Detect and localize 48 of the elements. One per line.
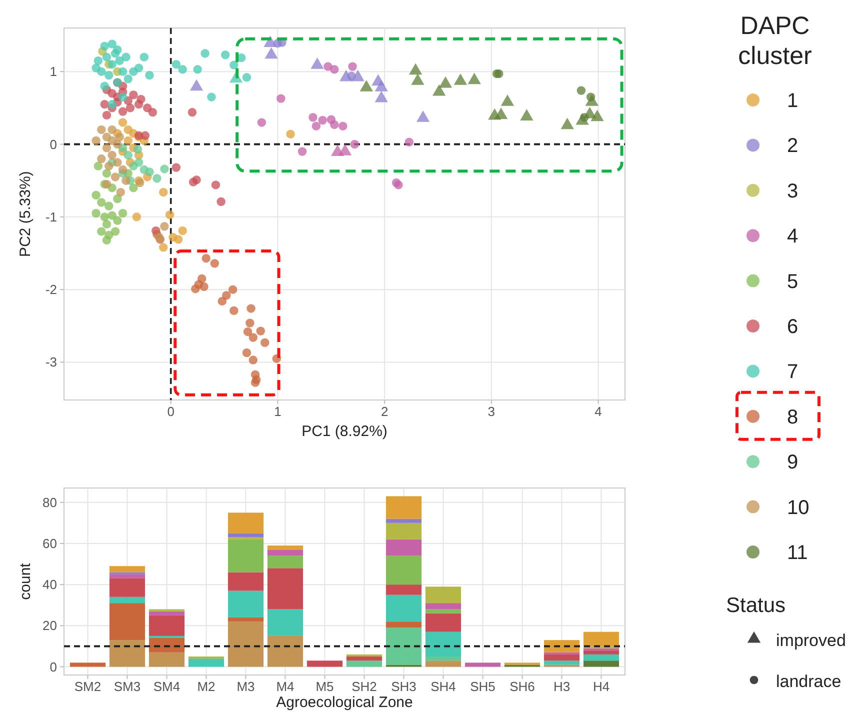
- y-tick-label: -2: [45, 282, 57, 298]
- legend-label: 2: [787, 135, 798, 158]
- y-tick-label: 60: [42, 536, 57, 551]
- y-axis-title: PC2 (5.33%): [17, 171, 34, 257]
- legend-label: 11: [787, 542, 808, 564]
- x-tick-label: 0: [167, 404, 174, 419]
- legend-label: 3: [787, 180, 798, 202]
- x-tick-label: M4: [276, 679, 294, 694]
- x-tick-label: H3: [553, 679, 570, 694]
- x-tick-label: SH2: [352, 679, 377, 694]
- x-tick-label: M2: [197, 679, 216, 694]
- x-tick-label: 4: [594, 404, 602, 419]
- x-tick-label: 1: [274, 404, 282, 419]
- y-tick-label: -3: [45, 354, 57, 370]
- x-tick-label: H4: [592, 679, 610, 694]
- text: Status: [726, 594, 786, 617]
- y-tick-label: 1: [50, 64, 57, 80]
- legend-label: 5: [787, 270, 798, 293]
- y-tick-label: 0: [50, 659, 57, 674]
- y-tick-label: 0: [50, 136, 57, 152]
- y-tick-label: 40: [42, 577, 57, 592]
- x-tick-label: SH3: [391, 679, 416, 694]
- x-axis-title: PC1 (8.92%): [302, 423, 388, 440]
- y-tick-label: 80: [42, 494, 57, 510]
- x-tick-label: SM2: [74, 679, 102, 694]
- x-tick-label: SH4: [430, 679, 456, 694]
- text: landrace: [776, 672, 842, 691]
- legend-label: 10: [787, 496, 810, 519]
- x-tick-label: M3: [236, 679, 255, 694]
- x-tick-label: SH6: [510, 679, 535, 694]
- x-axis-title: Agroecological Zone: [276, 694, 413, 711]
- legend-title: DAPC cluster: [738, 12, 812, 70]
- legend-label: 6: [787, 316, 798, 338]
- x-tick-label: 2: [380, 404, 388, 419]
- x-tick-label: M5: [316, 679, 334, 694]
- legend-label: 1: [787, 90, 798, 112]
- x-tick-label: 3: [488, 404, 496, 419]
- legend-label: 4: [787, 226, 798, 248]
- y-tick-label: -1: [45, 209, 57, 224]
- legend-label: 7: [787, 361, 798, 384]
- x-tick-label: SM4: [153, 679, 180, 694]
- x-tick-label: SM3: [114, 679, 141, 694]
- x-tick-label: SH5: [470, 679, 496, 694]
- y-axis-title: count: [17, 562, 34, 600]
- text: improved: [776, 631, 846, 650]
- legend-label: 9: [787, 452, 798, 474]
- legend-label: 8: [787, 406, 798, 428]
- y-tick-label: 20: [42, 618, 57, 634]
